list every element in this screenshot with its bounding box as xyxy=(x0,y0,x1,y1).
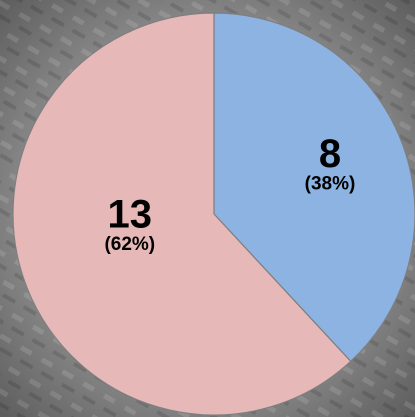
percent-label: (62%) xyxy=(104,234,155,255)
value-label: 13 xyxy=(108,193,153,237)
pie-slice xyxy=(12,12,352,416)
pie-slice xyxy=(213,12,415,363)
value-label: 8 xyxy=(319,132,341,176)
percent-label: (38%) xyxy=(305,173,356,194)
